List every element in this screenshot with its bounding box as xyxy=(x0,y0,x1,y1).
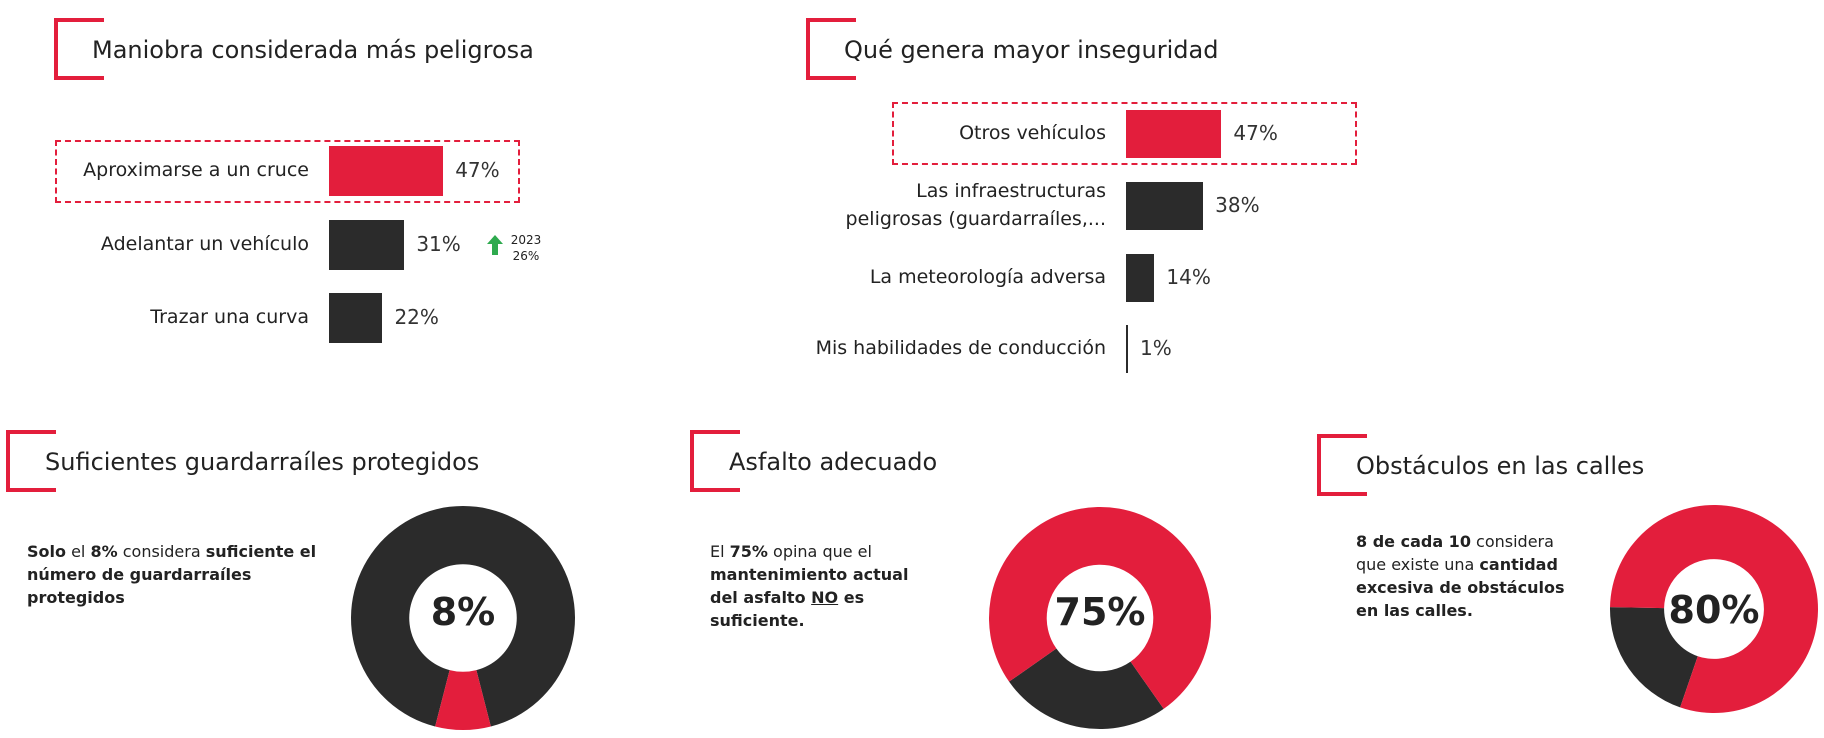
donut-label-obstaculos: 80% xyxy=(1668,588,1760,632)
description-text: Solo xyxy=(27,542,66,561)
bar-0 xyxy=(1126,110,1222,158)
value-label-3: 1% xyxy=(1140,336,1172,360)
bar-2 xyxy=(329,293,383,343)
category-label-1: peligrosas (guardarraíles,... xyxy=(845,208,1106,230)
description-text: considera que existe una xyxy=(1356,532,1554,574)
chart-title-asfalto: Asfalto adecuado xyxy=(729,448,938,476)
description-text: NO xyxy=(811,588,839,607)
bar-1 xyxy=(1126,182,1204,230)
title-bracket-maniobra xyxy=(54,18,104,80)
arrow-up-icon xyxy=(486,234,504,260)
title-bracket-inseguridad xyxy=(806,18,856,80)
description-text: el xyxy=(66,542,91,561)
title-bracket-obstaculos xyxy=(1317,434,1367,496)
donut-slice-value xyxy=(435,670,491,730)
bar-3 xyxy=(1126,325,1129,373)
description-text: opina que el xyxy=(767,542,872,561)
description-text: suficiente el número de guardarraíles pr… xyxy=(27,542,317,607)
donut-chart-obstaculos xyxy=(1610,505,1818,713)
value-label-2: 14% xyxy=(1166,265,1211,289)
donut-slice-value xyxy=(989,507,1211,709)
title-bracket-asfalto xyxy=(690,430,740,492)
donut-slice-rest xyxy=(1610,607,1698,708)
chart-title-guardarrailes: Suficientes guardarraíles protegidos xyxy=(45,448,480,476)
value-label-0: 47% xyxy=(1233,121,1278,145)
description-text: mantenimiento actual del asfalto xyxy=(710,565,909,607)
chart-title-obstaculos: Obstáculos en las calles xyxy=(1356,452,1645,480)
category-label-0: Otros vehículos xyxy=(959,122,1106,144)
comparison-value: 26% xyxy=(512,249,540,263)
title-bracket-guardarrailes xyxy=(6,430,56,492)
donut-chart-asfalto xyxy=(989,507,1211,729)
description-obstaculos: 8 de cada 10 considera que existe una ca… xyxy=(1356,530,1581,622)
description-text: es suficiente. xyxy=(710,588,865,630)
donut-label-asfalto: 75% xyxy=(1054,590,1146,634)
highlight-box-inseguridad xyxy=(892,102,1357,165)
highlight-box-maniobra xyxy=(55,140,520,203)
donut-chart-guardarrailes xyxy=(351,506,575,730)
chart-title-maniobra: Maniobra considerada más peligrosa xyxy=(92,36,534,64)
value-label-1: 31% xyxy=(416,232,461,256)
donut-slice-rest xyxy=(1009,648,1164,729)
category-label-3: Mis habilidades de conducción xyxy=(815,337,1106,359)
bar-2 xyxy=(1126,254,1155,302)
bar-0 xyxy=(329,146,444,196)
description-asfalto: El 75% opina que el mantenimiento actual… xyxy=(710,540,940,632)
category-label-2: Trazar una curva xyxy=(150,306,309,328)
description-text: El xyxy=(710,542,730,561)
description-text: cantidad excesiva de obstáculos en las c… xyxy=(1356,555,1565,620)
chart-title-inseguridad: Qué genera mayor inseguridad xyxy=(844,36,1219,64)
donut-label-guardarrailes: 8% xyxy=(430,590,496,634)
bar-1 xyxy=(329,220,405,270)
value-label-2: 22% xyxy=(394,305,439,329)
description-text: 8% xyxy=(90,542,118,561)
category-label-0: Aproximarse a un cruce xyxy=(83,159,309,181)
category-label-1: Las infraestructuras xyxy=(916,180,1106,202)
comparison-year: 2023 xyxy=(510,233,542,247)
description-guardarrailes: Solo el 8% considera suficiente el númer… xyxy=(27,540,347,609)
donut-slice-value xyxy=(1610,505,1818,713)
value-label-1: 38% xyxy=(1215,193,1260,217)
category-label-1: Adelantar un vehículo xyxy=(100,233,309,255)
donut-slice-rest xyxy=(351,506,575,727)
category-label-2: La meteorología adversa xyxy=(869,266,1106,288)
description-text: considera xyxy=(117,542,206,561)
value-label-0: 47% xyxy=(455,158,500,182)
description-text: 8 de cada 10 xyxy=(1356,532,1471,551)
description-text: 75% xyxy=(729,542,768,561)
